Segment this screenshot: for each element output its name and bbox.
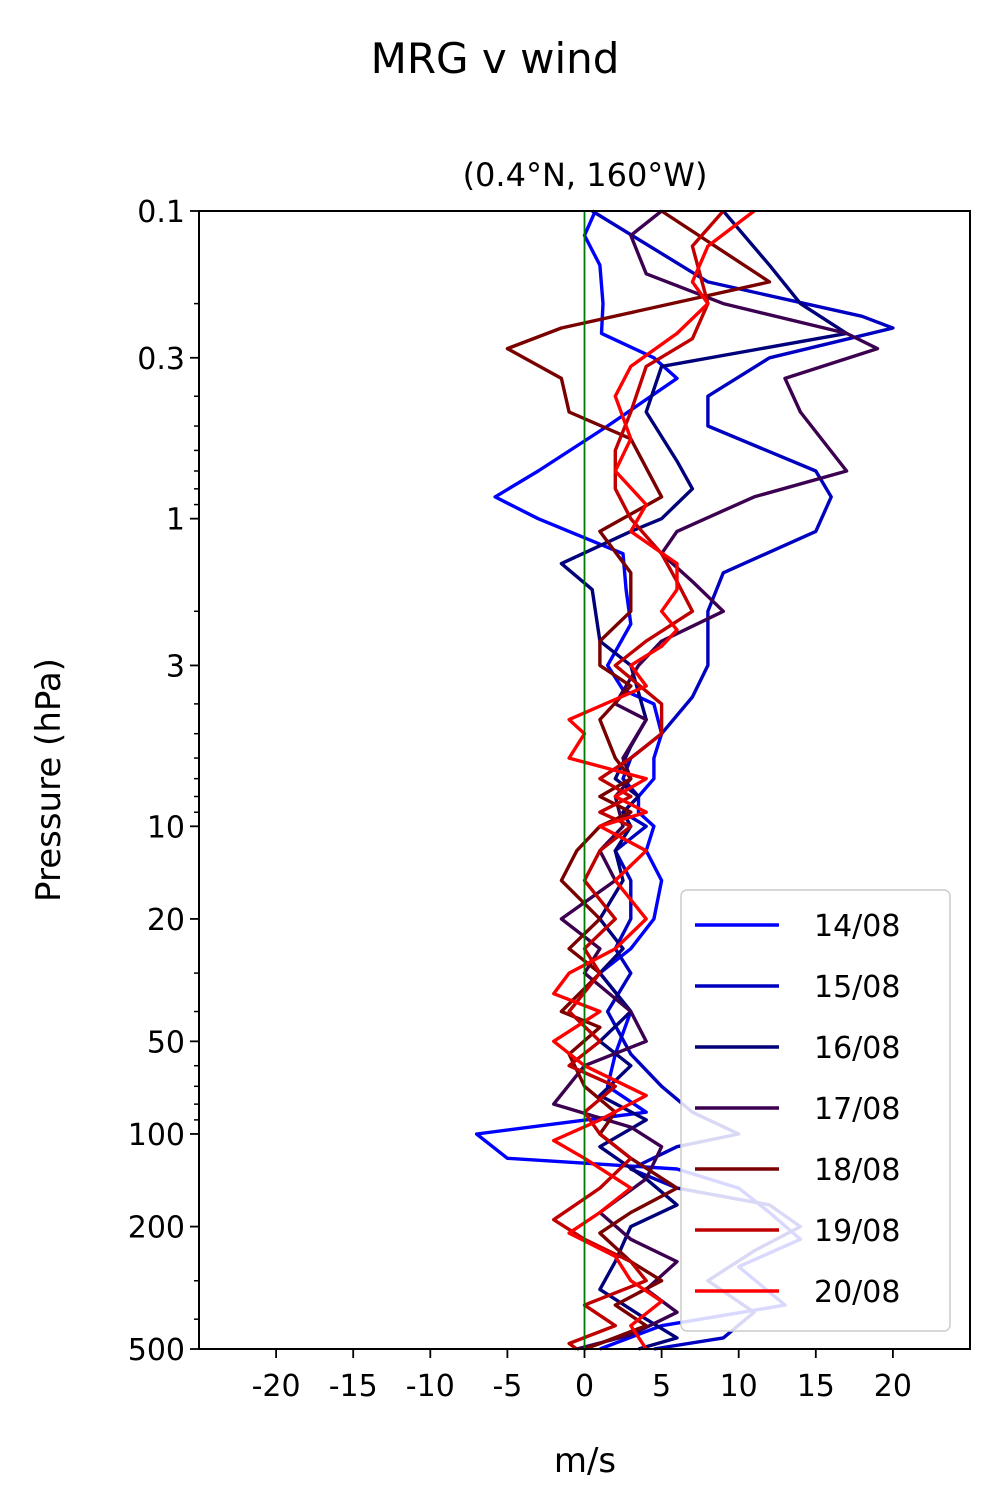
y-tick-label: 500: [128, 1333, 185, 1368]
y-tick-label: 3: [166, 649, 185, 684]
y-tick-label: 200: [128, 1211, 185, 1246]
y-axis-label: Pressure (hPa): [29, 658, 69, 902]
series-line-18-08: [505, 209, 772, 1351]
y-tick-label: 20: [147, 903, 185, 938]
legend-label: 19/08: [814, 1214, 900, 1249]
x-tick-label: -10: [406, 1369, 455, 1404]
y-tick-label: 0.1: [137, 195, 185, 230]
y-tick-label: 1: [166, 503, 185, 538]
series-line-19-08: [552, 209, 725, 1351]
x-tick-label: 20: [874, 1369, 912, 1404]
axes-ticks: 0.1 0.3 1 3 10 20 50 100 200 500 -20 -15 -10 -5 0 5 10 15…: [128, 195, 912, 1404]
plot-frame: [198, 210, 971, 1350]
legend-label: 14/08: [814, 909, 900, 944]
legend-label: 20/08: [814, 1275, 900, 1310]
x-tick-label: 10: [720, 1369, 758, 1404]
x-tick-label: -5: [492, 1369, 522, 1404]
x-tick-label: -15: [329, 1369, 378, 1404]
chart-title: MRG v wind: [371, 34, 620, 83]
legend-label: 15/08: [814, 970, 900, 1005]
legend-box: [680, 889, 951, 1332]
legend-label: 17/08: [814, 1092, 900, 1127]
legend-label: 18/08: [814, 1153, 900, 1188]
legend: 14/08 15/08 16/08 17/08 18/08 19/08 20/08: [680, 889, 951, 1332]
x-axis-label: m/s: [554, 1441, 616, 1481]
y-tick-label: 100: [128, 1118, 185, 1153]
x-tick-label: 0: [575, 1369, 594, 1404]
series-line-20-08: [552, 209, 756, 1350]
y-tick-label: 0.3: [137, 342, 185, 377]
x-tick-label: -20: [252, 1369, 301, 1404]
legend-label: 16/08: [814, 1031, 900, 1066]
y-tick-label: 10: [147, 810, 185, 845]
y-tick-label: 50: [147, 1025, 185, 1060]
x-tick-label: 15: [797, 1369, 835, 1404]
chart-subtitle: (0.4°N, 160°W): [463, 156, 708, 194]
x-tick-label: 5: [652, 1369, 671, 1404]
